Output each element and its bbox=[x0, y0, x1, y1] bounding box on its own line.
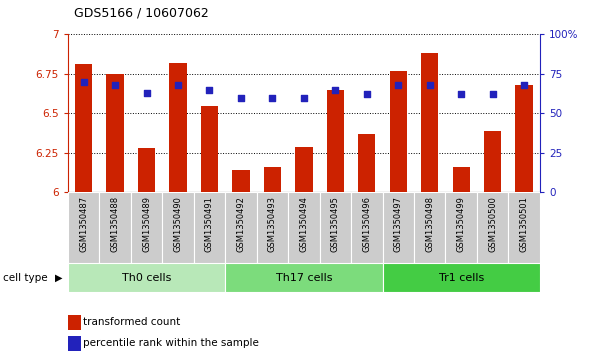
Bar bbox=[106, 74, 124, 192]
Point bbox=[173, 82, 183, 88]
Text: transformed count: transformed count bbox=[83, 317, 180, 327]
FancyBboxPatch shape bbox=[414, 192, 445, 263]
FancyBboxPatch shape bbox=[68, 263, 225, 292]
Text: GSM1350489: GSM1350489 bbox=[142, 196, 151, 252]
FancyBboxPatch shape bbox=[162, 192, 194, 263]
FancyBboxPatch shape bbox=[351, 192, 382, 263]
Text: Th17 cells: Th17 cells bbox=[276, 273, 332, 283]
FancyBboxPatch shape bbox=[509, 192, 540, 263]
Text: GSM1350487: GSM1350487 bbox=[79, 196, 88, 252]
Text: GSM1350500: GSM1350500 bbox=[488, 196, 497, 252]
Text: Th0 cells: Th0 cells bbox=[122, 273, 171, 283]
Bar bbox=[516, 85, 533, 192]
Text: GSM1350499: GSM1350499 bbox=[457, 196, 466, 252]
Text: GSM1350494: GSM1350494 bbox=[299, 196, 309, 252]
FancyBboxPatch shape bbox=[382, 192, 414, 263]
FancyBboxPatch shape bbox=[131, 192, 162, 263]
Point bbox=[457, 91, 466, 97]
FancyBboxPatch shape bbox=[68, 192, 99, 263]
Point bbox=[299, 95, 309, 101]
Text: GSM1350490: GSM1350490 bbox=[173, 196, 182, 252]
Bar bbox=[169, 63, 186, 192]
Text: GSM1350501: GSM1350501 bbox=[520, 196, 529, 252]
Bar bbox=[453, 167, 470, 192]
Point bbox=[205, 87, 214, 93]
Point bbox=[79, 79, 88, 85]
Bar bbox=[138, 148, 155, 192]
Point bbox=[268, 95, 277, 101]
Bar bbox=[68, 315, 81, 330]
FancyBboxPatch shape bbox=[225, 263, 382, 292]
Point bbox=[425, 82, 434, 88]
FancyBboxPatch shape bbox=[99, 192, 131, 263]
Point bbox=[110, 82, 120, 88]
Point bbox=[519, 82, 529, 88]
Bar bbox=[232, 170, 250, 192]
FancyBboxPatch shape bbox=[288, 192, 320, 263]
Point bbox=[142, 90, 151, 96]
Bar bbox=[264, 167, 281, 192]
Bar bbox=[327, 90, 344, 192]
FancyBboxPatch shape bbox=[257, 192, 288, 263]
Text: ▶: ▶ bbox=[55, 273, 63, 283]
Bar bbox=[68, 336, 81, 351]
Text: GSM1350493: GSM1350493 bbox=[268, 196, 277, 252]
FancyBboxPatch shape bbox=[225, 192, 257, 263]
Bar bbox=[484, 131, 502, 192]
Text: GSM1350496: GSM1350496 bbox=[362, 196, 371, 252]
Point bbox=[394, 82, 403, 88]
Bar bbox=[295, 147, 313, 192]
Text: GSM1350488: GSM1350488 bbox=[110, 196, 120, 252]
Point bbox=[236, 95, 245, 101]
Point bbox=[488, 91, 497, 97]
Point bbox=[330, 87, 340, 93]
Point bbox=[362, 91, 372, 97]
Text: GSM1350492: GSM1350492 bbox=[237, 196, 245, 252]
Text: GSM1350497: GSM1350497 bbox=[394, 196, 403, 252]
Text: percentile rank within the sample: percentile rank within the sample bbox=[83, 338, 258, 348]
FancyBboxPatch shape bbox=[194, 192, 225, 263]
Bar bbox=[389, 71, 407, 192]
Text: cell type: cell type bbox=[3, 273, 48, 283]
Text: GSM1350491: GSM1350491 bbox=[205, 196, 214, 252]
FancyBboxPatch shape bbox=[477, 192, 509, 263]
FancyBboxPatch shape bbox=[320, 192, 351, 263]
Text: GSM1350495: GSM1350495 bbox=[331, 196, 340, 252]
Bar bbox=[421, 53, 438, 192]
Text: Tr1 cells: Tr1 cells bbox=[438, 273, 484, 283]
Text: GDS5166 / 10607062: GDS5166 / 10607062 bbox=[74, 6, 208, 19]
Bar bbox=[75, 65, 92, 192]
Text: GSM1350498: GSM1350498 bbox=[425, 196, 434, 252]
FancyBboxPatch shape bbox=[382, 263, 540, 292]
Bar bbox=[201, 106, 218, 192]
FancyBboxPatch shape bbox=[445, 192, 477, 263]
Bar bbox=[358, 134, 375, 192]
